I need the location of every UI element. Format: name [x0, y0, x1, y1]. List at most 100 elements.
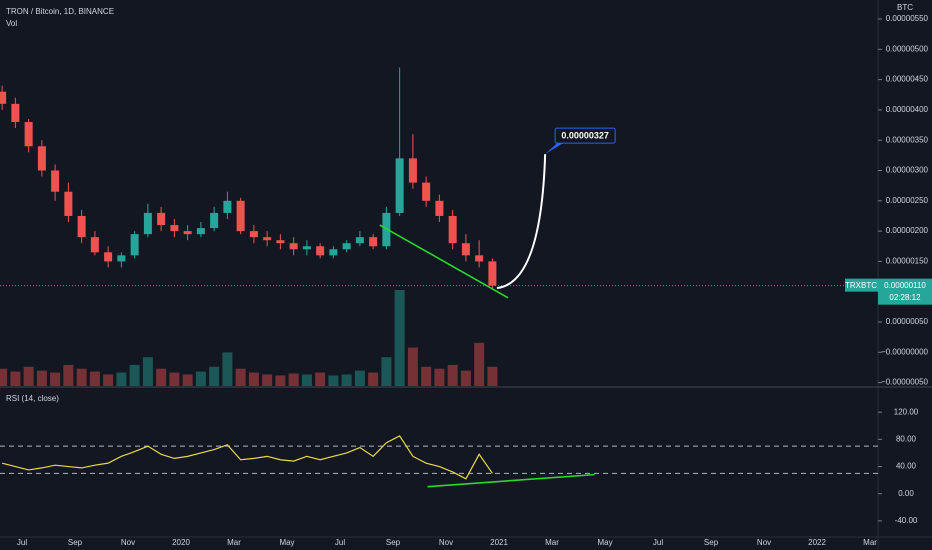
currency-label: BTC — [897, 3, 913, 12]
volume-bar — [421, 366, 432, 386]
candle-body — [90, 237, 99, 253]
candle-body — [408, 158, 417, 183]
projection-label-box — [554, 127, 616, 144]
symbol-tag — [845, 278, 878, 292]
volume-bar — [63, 364, 74, 386]
trendline — [379, 224, 509, 299]
y-tick-label: 0.00000350 — [886, 135, 929, 144]
volume-bar — [447, 364, 458, 386]
rsi-tick-label: 120.00 — [894, 407, 919, 416]
candle-body — [316, 246, 325, 256]
candle-body — [157, 212, 166, 226]
candle-body — [355, 237, 364, 244]
volume-bar — [0, 368, 8, 386]
volume-bar — [381, 357, 392, 386]
y-tick-label: 0.00000400 — [886, 105, 929, 114]
candle-body — [37, 146, 46, 171]
chart-title: TRON / Bitcoin, 1D, BINANCE — [6, 7, 114, 16]
projection-label-pointer — [545, 143, 564, 155]
y-tick-label: 0.00000550 — [886, 14, 929, 23]
candle-body — [236, 200, 245, 232]
candle-body — [196, 228, 205, 235]
y-tick-label: −0.00000000 — [881, 347, 928, 356]
x-tick-label: Jul — [17, 538, 27, 547]
price-tag — [878, 278, 932, 305]
rsi-trendline — [427, 473, 595, 488]
volume-bar — [248, 372, 259, 386]
y-tick-label: 0.00000200 — [886, 226, 929, 235]
volume-bar — [301, 374, 312, 386]
y-tick-label: 0.00000450 — [886, 75, 929, 84]
volume-bar — [354, 370, 365, 386]
x-tick-label: May — [597, 538, 612, 547]
volume-bar — [182, 374, 193, 386]
y-tick-label: −0.00000050 — [881, 378, 928, 387]
candle-body — [117, 255, 126, 262]
volume-bar — [434, 368, 445, 386]
candle-body — [77, 215, 86, 238]
projection-curve — [496, 154, 547, 290]
volume-bar — [474, 342, 485, 386]
candle-body — [210, 212, 219, 229]
volume-bar — [235, 368, 246, 386]
volume-bar — [328, 375, 339, 386]
volume-bar — [50, 372, 61, 386]
x-tick-label: Jul — [653, 538, 663, 547]
candle-body — [11, 103, 20, 123]
rsi-tick-label: 40.00 — [896, 462, 917, 471]
rsi-title: RSI (14, close) — [6, 394, 59, 403]
candle-body — [435, 200, 444, 216]
volume-bar — [368, 372, 379, 386]
x-tick-label: May — [279, 538, 294, 547]
x-tick-label: Nov — [439, 538, 453, 547]
volume-bar — [460, 370, 471, 386]
x-tick-label: Nov — [121, 538, 135, 547]
volume-bar — [341, 374, 352, 386]
candle-body — [395, 158, 404, 213]
volume-bar — [103, 374, 114, 386]
candle-body — [170, 225, 179, 232]
countdown-label: 02:28:12 — [889, 293, 921, 302]
volume-label: Vol — [6, 19, 17, 28]
candle-body — [64, 191, 73, 216]
x-tick-label: 2021 — [490, 538, 508, 547]
candle-body — [249, 231, 258, 238]
x-tick-label: Mar — [545, 538, 559, 547]
candle-body — [276, 240, 285, 244]
x-tick-label: Jul — [335, 538, 345, 547]
volume-bar — [407, 347, 418, 386]
volume-bar — [36, 370, 47, 386]
volume-bar — [195, 371, 206, 386]
candle-body — [0, 91, 7, 104]
volume-bar — [89, 371, 100, 386]
x-tick-label: Sep — [704, 538, 719, 547]
x-tick-label: Mar — [863, 538, 877, 547]
candle-body — [329, 249, 338, 256]
volume-bar — [76, 368, 87, 386]
x-tick-label: Sep — [68, 538, 83, 547]
volume-bar — [487, 366, 498, 386]
y-tick-label: 0.00000300 — [886, 166, 929, 175]
volume-bar — [10, 371, 21, 386]
last-price-label: 0.00000110 — [884, 281, 926, 290]
candle-body — [223, 200, 232, 213]
rsi-tick-label: 80.00 — [896, 434, 917, 443]
y-tick-label: 0.00000150 — [886, 257, 929, 266]
projection-label: 0.00000327 — [561, 131, 609, 141]
candle-body — [422, 182, 431, 201]
x-tick-label: 2022 — [808, 538, 826, 547]
volume-bar — [169, 372, 180, 386]
volume-bar — [222, 352, 233, 386]
x-tick-label: Sep — [386, 538, 401, 547]
volume-bar — [129, 364, 140, 386]
x-tick-label: 2020 — [172, 538, 190, 547]
volume-bar — [262, 374, 273, 386]
volume-bar — [156, 368, 167, 386]
volume-bar — [315, 372, 326, 386]
candle-body — [130, 234, 139, 256]
candle-body — [263, 237, 272, 241]
rsi-tick-label: -40.00 — [895, 516, 918, 525]
candle-body — [51, 170, 60, 192]
